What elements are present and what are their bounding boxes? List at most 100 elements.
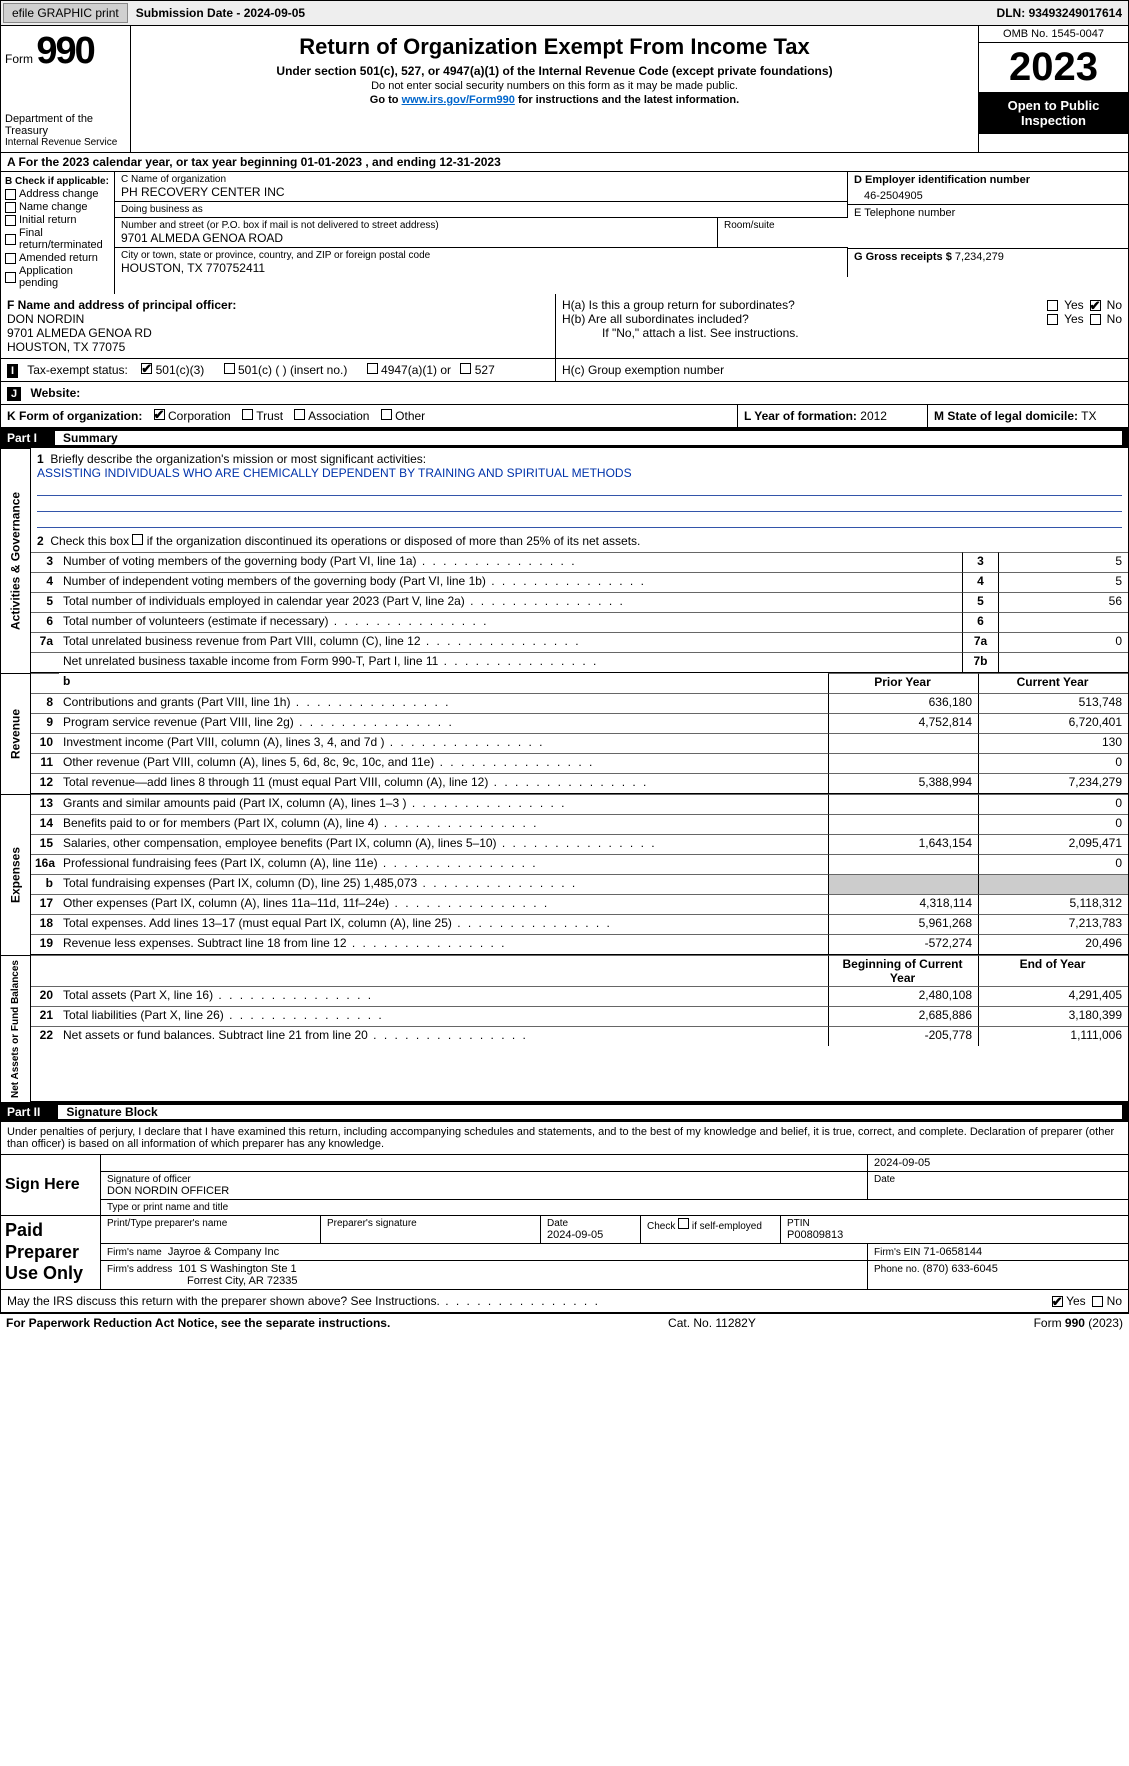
chk-corporation[interactable] — [154, 409, 165, 420]
line-number: 9 — [31, 713, 59, 733]
chk-initial-return[interactable]: Initial return — [5, 214, 110, 226]
opt-label: Amended return — [19, 252, 98, 264]
yes-label: Yes — [1066, 1294, 1086, 1308]
chk-application-pending[interactable]: Application pending — [5, 265, 110, 289]
box-d: D Employer identification number 46-2504… — [848, 172, 1128, 294]
org-name: PH RECOVERY CENTER INC — [121, 185, 841, 199]
summary-row-14: 14Benefits paid to or for members (Part … — [31, 814, 1128, 834]
mission-text: ASSISTING INDIVIDUALS WHO ARE CHEMICALLY… — [37, 466, 632, 480]
chk-trust[interactable] — [242, 409, 253, 420]
opt-501c3: 501(c)(3) — [156, 363, 205, 377]
current-value — [978, 874, 1128, 894]
ein-value: 46-2504905 — [854, 186, 1122, 202]
ptin-label: PTIN — [787, 1218, 1122, 1229]
line1-label: Briefly describe the organization's miss… — [50, 452, 426, 466]
phone-label: E Telephone number — [854, 207, 1122, 219]
line-label: Total number of individuals employed in … — [59, 592, 962, 612]
line-box: 7a — [962, 632, 998, 652]
vlabel-expenses: Expenses — [1, 794, 31, 955]
opt-527: 527 — [475, 363, 495, 377]
org-name-cell: C Name of organization PH RECOVERY CENTE… — [115, 172, 848, 202]
no-label: No — [1107, 312, 1122, 326]
line-label: Benefits paid to or for members (Part IX… — [59, 814, 828, 834]
form-post: (2023) — [1085, 1316, 1123, 1330]
instructions-link-row: Go to www.irs.gov/Form990 for instructio… — [141, 94, 968, 106]
irs-link[interactable]: www.irs.gov/Form990 — [402, 94, 515, 106]
discuss-yes-checkbox[interactable] — [1052, 1296, 1063, 1307]
current-value: 20,496 — [978, 934, 1128, 954]
dln-label: DLN: — [997, 6, 1026, 20]
line-box: 6 — [962, 612, 998, 632]
underline — [37, 514, 1122, 528]
chk-527[interactable] — [460, 363, 471, 374]
prior-value — [828, 753, 978, 773]
chk-other[interactable] — [381, 409, 392, 420]
prior-value — [828, 794, 978, 814]
firm-phone: (870) 633-6045 — [923, 1263, 998, 1275]
line-number: 19 — [31, 934, 59, 954]
dba-cell: Doing business as — [115, 202, 848, 218]
chk-name-change[interactable]: Name change — [5, 201, 110, 213]
city-label: City or town, state or province, country… — [121, 250, 841, 261]
line-label: Revenue less expenses. Subtract line 18 … — [59, 934, 828, 954]
current-value: 0 — [978, 854, 1128, 874]
current-value: 1,111,006 — [978, 1026, 1128, 1046]
box-b-title: B Check if applicable: — [5, 176, 110, 187]
ein-cell: D Employer identification number 46-2504… — [848, 172, 1128, 205]
current-value: 7,213,783 — [978, 914, 1128, 934]
chk-4947[interactable] — [367, 363, 378, 374]
chk-self-employed[interactable] — [678, 1218, 689, 1229]
line-label: Professional fundraising fees (Part IX, … — [59, 854, 828, 874]
section-expenses: 13Grants and similar amounts paid (Part … — [31, 794, 1128, 955]
header-right: OMB No. 1545-0047 2023 Open to Public In… — [978, 26, 1128, 152]
chk-amended[interactable]: Amended return — [5, 252, 110, 264]
part1-title: Summary — [55, 431, 1122, 445]
line-number: 11 — [31, 753, 59, 773]
line1-block: 1 Briefly describe the organization's mi… — [31, 448, 1128, 534]
street-value: 9701 ALMEDA GENOA ROAD — [121, 231, 711, 245]
chk-discontinued[interactable] — [132, 534, 143, 545]
opt-trust: Trust — [256, 409, 283, 423]
summary-row-21: 21Total liabilities (Part X, line 26)2,6… — [31, 1006, 1128, 1026]
ha-no-checkbox[interactable] — [1090, 300, 1101, 311]
line-number — [31, 652, 59, 672]
chk-final-return[interactable]: Final return/terminated — [5, 227, 110, 251]
prior-value — [828, 733, 978, 753]
line2-text: Check this box if the organization disco… — [50, 534, 640, 548]
hb-no-checkbox[interactable] — [1090, 314, 1101, 325]
line-label: Other revenue (Part VIII, column (A), li… — [59, 753, 828, 773]
current-value: 3,180,399 — [978, 1006, 1128, 1026]
box-j: J Website: — [1, 382, 1128, 404]
prior-value: 4,752,814 — [828, 713, 978, 733]
vlabel-revenue: Revenue — [1, 673, 31, 794]
top-toolbar: efile GRAPHIC print Submission Date - 20… — [0, 0, 1129, 26]
hb-yes-checkbox[interactable] — [1047, 314, 1058, 325]
prior-value: 2,480,108 — [828, 986, 978, 1006]
form-num-footer: 990 — [1065, 1316, 1085, 1330]
line-label: Total expenses. Add lines 13–17 (must eq… — [59, 914, 828, 934]
gross-cell: G Gross receipts $ 7,234,279 — [848, 249, 1128, 265]
ha-yes-checkbox[interactable] — [1047, 300, 1058, 311]
summary-row-19: 19Revenue less expenses. Subtract line 1… — [31, 934, 1128, 954]
current-value: 513,748 — [978, 693, 1128, 713]
gross-label: G Gross receipts $ — [854, 251, 952, 263]
summary-row-20: 20Total assets (Part X, line 16)2,480,10… — [31, 986, 1128, 1006]
opt-501c: 501(c) ( ) (insert no.) — [238, 363, 347, 377]
line-number: 12 — [31, 773, 59, 793]
prep-name-label: Print/Type preparer's name — [107, 1218, 314, 1229]
discuss-no-checkbox[interactable] — [1092, 1296, 1103, 1307]
checkbox-icon — [5, 202, 16, 213]
website-label: Website: — [30, 386, 80, 400]
line-number: 6 — [31, 612, 59, 632]
line-value: 0 — [998, 632, 1128, 652]
chk-501c[interactable] — [224, 363, 235, 374]
self-employed-cell: Check if self-employed — [641, 1216, 781, 1243]
opt-label: Initial return — [19, 214, 76, 226]
chk-501c3[interactable] — [141, 363, 152, 374]
chk-association[interactable] — [294, 409, 305, 420]
opt-other: Other — [395, 409, 425, 423]
chk-address-change[interactable]: Address change — [5, 188, 110, 200]
summary-row-15: 15Salaries, other compensation, employee… — [31, 834, 1128, 854]
efile-print-button[interactable]: efile GRAPHIC print — [3, 3, 128, 23]
no-label: No — [1107, 298, 1122, 312]
